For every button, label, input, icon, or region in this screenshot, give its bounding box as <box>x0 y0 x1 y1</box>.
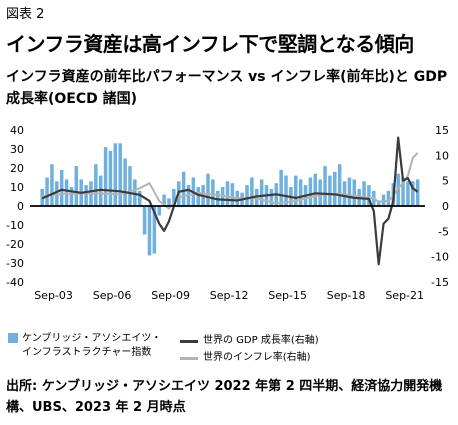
bar-infra-index <box>152 206 157 254</box>
bar-infra-index <box>103 147 108 206</box>
bar-infra-index <box>401 177 405 206</box>
bar-infra-index <box>128 166 132 206</box>
left-axis-tick-label: -20 <box>6 238 24 251</box>
right-axis-tick-label: -10 <box>431 251 449 264</box>
bar-infra-index <box>386 190 391 206</box>
bar-infra-index <box>181 171 186 206</box>
bar-infra-index <box>59 169 64 206</box>
bar-infra-index <box>172 188 176 206</box>
left-axis-tick-label: -30 <box>6 257 24 270</box>
bar-infra-index <box>347 177 352 206</box>
legend-label-cpi: 世界のインフレ率(右軸) <box>203 352 311 363</box>
bar-infra-index <box>406 181 410 206</box>
right-axis-tick-label: 5 <box>442 175 449 188</box>
x-axis-tick-label: Sep-15 <box>268 289 307 302</box>
x-axis-tick-label: Sep-18 <box>327 289 366 302</box>
x-axis-tick-label: Sep-03 <box>34 289 73 302</box>
right-axis-tick-label: -15 <box>431 276 449 289</box>
source-note: 出所: ケンブリッジ・アソシエイツ 2022 年第 2 四半期、経済協力開発機構… <box>6 379 443 415</box>
bar-infra-index <box>94 164 98 206</box>
bar-infra-index <box>142 206 147 235</box>
legend-swatch-cpi <box>180 357 198 360</box>
legend-swatch-infra-index <box>8 333 18 343</box>
bar-infra-index <box>137 190 142 206</box>
x-axis-tick-label: Sep-12 <box>210 289 249 302</box>
left-axis-tick-label: 0 <box>17 200 24 213</box>
left-axis-tick-label: 40 <box>10 124 24 137</box>
bar-infra-index <box>157 206 161 216</box>
legend-label-infra-index: ケンブリッジ・アソシエイツ・インフラストラクチャー指数 <box>22 333 162 358</box>
bar-infra-index <box>230 183 235 206</box>
bar-infra-index <box>84 185 88 206</box>
bar-infra-index <box>245 185 249 206</box>
right-axis-tick-label: -5 <box>438 225 449 238</box>
bar-infra-index <box>367 185 371 206</box>
bar-infra-index <box>294 175 298 206</box>
bar-infra-index <box>206 173 210 206</box>
bar-infra-index <box>108 150 113 206</box>
left-axis-tick-label: 30 <box>10 143 24 156</box>
bar-infra-index <box>259 179 264 206</box>
bar-infra-index <box>328 175 332 206</box>
bar-infra-index <box>308 177 313 206</box>
line-world-gdp-growth <box>41 136 419 266</box>
bar-infra-index <box>162 194 166 206</box>
bar-infra-index <box>211 179 215 206</box>
right-axis-tick-label: 0 <box>442 200 449 213</box>
bar-infra-index <box>250 177 254 206</box>
legend-label-gdp: 世界の GDP 成長率(右軸) <box>203 335 319 346</box>
bar-infra-index <box>337 164 342 206</box>
bar-infra-index <box>333 171 337 206</box>
x-axis-tick-label: Sep-09 <box>151 289 190 302</box>
bar-infra-index <box>381 194 386 206</box>
chart: -40 -30 -20 -10 0 10 20 30 40 -15 -10 -5 0 5 10 15 Sep-0… <box>6 124 449 302</box>
bar-infra-index <box>133 179 137 206</box>
bar-infra-index <box>362 181 366 206</box>
bar-infra-index <box>123 158 127 206</box>
bar-infra-index <box>313 173 318 206</box>
bar-infra-index <box>50 164 54 206</box>
headline: インフラ資産は高インフレ下で堅調となる傾向 <box>6 32 414 56</box>
bar-infra-index <box>167 198 171 206</box>
bar-infra-index <box>225 181 230 206</box>
bar-infra-index <box>45 177 49 206</box>
bar-infra-index <box>196 187 200 206</box>
bar-infra-index <box>74 166 79 206</box>
right-axis-tick-label: 10 <box>435 149 449 162</box>
legend: ケンブリッジ・アソシエイツ・インフラストラクチャー指数 世界の GDP 成長率(… <box>8 332 454 366</box>
legend-swatch-gdp <box>180 340 198 343</box>
bar-infra-index <box>147 206 152 256</box>
left-axis-tick-label: 20 <box>10 162 24 175</box>
chart-title: インフラ資産の前年比パフォーマンス vs インフレ率(前年比)と GDP 成長率… <box>6 69 448 107</box>
left-axis-tick-label: -10 <box>6 219 24 232</box>
right-axis-tick-label: 15 <box>435 124 449 137</box>
bar-infra-index <box>69 187 74 206</box>
bar-infra-index <box>298 179 303 206</box>
line-world-inflation <box>42 152 419 210</box>
left-axis-tick-label: -40 <box>6 276 24 289</box>
x-axis-tick-label: Sep-21 <box>385 289 424 302</box>
bar-infra-index <box>118 143 122 206</box>
left-axis-tick-label: 10 <box>10 181 24 194</box>
bar-infra-index <box>113 143 118 206</box>
bar-infra-index <box>415 179 420 206</box>
bar-infra-index <box>269 188 274 206</box>
legend-item-cpi: 世界のインフレ率(右軸) <box>180 351 311 365</box>
bar-infra-index <box>352 179 357 206</box>
bar-infra-index <box>64 179 69 206</box>
legend-item-gdp: 世界の GDP 成長率(右軸) <box>180 334 319 348</box>
figure-number: 図表 2 <box>6 7 45 22</box>
x-axis-tick-label: Sep-06 <box>93 289 132 302</box>
bar-infra-index <box>323 166 327 206</box>
bar-infra-index <box>279 169 283 206</box>
bar-infra-index <box>284 175 288 206</box>
bar-infra-index <box>411 181 415 206</box>
legend-item-infra-index: ケンブリッジ・アソシエイツ・インフラストラクチャー指数 <box>8 332 168 360</box>
bar-infra-index <box>376 200 381 206</box>
